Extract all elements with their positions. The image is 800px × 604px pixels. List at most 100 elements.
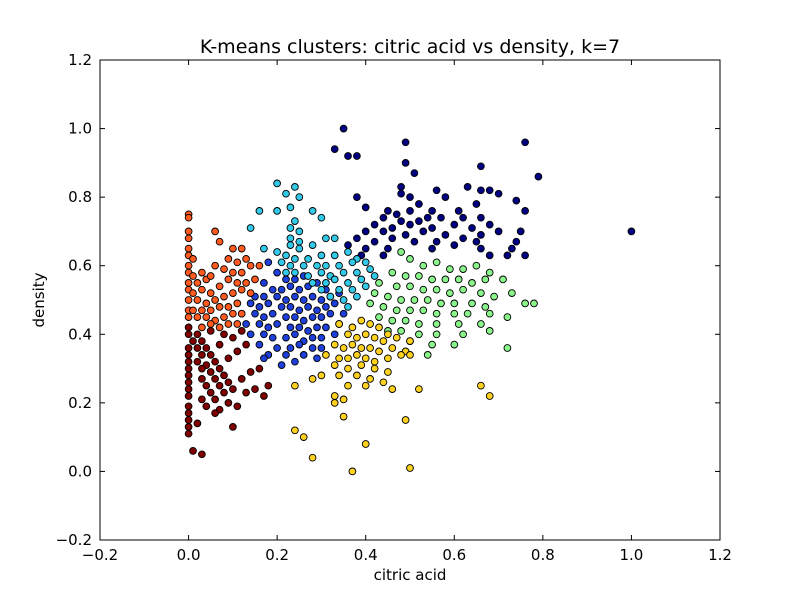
data-point (282, 189, 290, 198)
data-point (233, 258, 242, 267)
data-point (184, 392, 193, 400)
y-axis-label: density (30, 272, 48, 327)
data-point (370, 289, 379, 297)
data-point (428, 224, 436, 232)
data-point (353, 234, 361, 243)
data-point (237, 375, 246, 383)
data-point (454, 275, 463, 284)
data-point (260, 354, 268, 363)
data-point (295, 340, 304, 349)
data-point (189, 289, 197, 297)
data-point (348, 285, 357, 294)
data-point (198, 450, 206, 459)
data-point (392, 333, 401, 342)
data-point (415, 217, 423, 225)
data-point (313, 323, 321, 332)
data-point (215, 282, 224, 291)
data-point (503, 251, 512, 260)
data-point (388, 316, 397, 325)
data-point (206, 272, 215, 280)
data-point (277, 258, 286, 267)
data-point (255, 364, 264, 373)
data-point (229, 289, 237, 297)
data-point (237, 285, 246, 294)
data-point (299, 316, 308, 325)
data-point (335, 354, 343, 363)
data-point (317, 371, 326, 380)
data-point (317, 268, 326, 277)
data-point (477, 162, 485, 171)
data-point (530, 299, 538, 308)
data-point (353, 152, 361, 160)
data-point (384, 292, 392, 301)
data-point (206, 289, 215, 297)
data-point (477, 381, 485, 390)
y-tick-label: −0.2 (56, 531, 92, 549)
data-point (335, 371, 343, 380)
data-point (229, 268, 237, 277)
data-point (295, 306, 304, 315)
data-point (317, 213, 326, 222)
data-point (211, 409, 219, 417)
data-point (370, 272, 379, 280)
data-point (299, 433, 308, 441)
data-point (481, 303, 490, 311)
data-point (229, 423, 237, 431)
data-point (397, 351, 405, 359)
data-point (375, 323, 383, 332)
data-point (233, 299, 242, 308)
data-point (485, 309, 494, 318)
data-point (220, 265, 228, 273)
data-point (459, 330, 467, 339)
data-point (481, 275, 490, 284)
data-point (459, 265, 467, 273)
data-point (432, 186, 441, 195)
x-tick-label: −0.2 (82, 546, 118, 564)
data-point (494, 227, 503, 236)
ticks-layer: −0.2 0.0 0.2 0.4 0.6 0.8 1.0 1.2 −0.2 0.0 0.2 0.4 0.… (56, 51, 732, 564)
data-point (273, 248, 281, 256)
data-point (361, 282, 370, 291)
data-point (317, 344, 326, 352)
data-point (384, 354, 392, 363)
data-point (242, 340, 250, 349)
data-point (273, 207, 281, 215)
data-point (490, 292, 498, 301)
data-point (220, 371, 228, 380)
data-point (344, 152, 352, 160)
data-point (322, 261, 330, 270)
data-point (242, 388, 250, 397)
data-point (184, 234, 193, 243)
data-point (211, 227, 219, 236)
x-tick-label: 0.8 (531, 546, 555, 564)
data-point (198, 375, 206, 383)
data-point (233, 347, 242, 356)
data-point (313, 306, 321, 315)
data-point (295, 323, 304, 332)
data-point (406, 193, 414, 201)
points-layer (184, 124, 636, 476)
data-point (295, 227, 304, 236)
data-point (224, 320, 233, 328)
data-point (366, 299, 374, 308)
data-point (477, 320, 485, 328)
data-point (242, 255, 250, 263)
data-point (313, 354, 321, 363)
data-point (229, 333, 237, 342)
data-point (499, 275, 507, 284)
data-point (472, 237, 481, 246)
data-point (353, 268, 361, 277)
data-point (344, 248, 352, 256)
data-point (472, 200, 481, 208)
data-point (255, 340, 264, 349)
data-point (344, 381, 352, 390)
data-point (202, 381, 211, 390)
y-tick-label: 0.0 (68, 462, 92, 480)
data-point (264, 299, 273, 308)
data-point (233, 320, 242, 328)
x-tick-label: 0.6 (442, 546, 466, 564)
data-point (361, 227, 370, 236)
y-tick-label: 0.8 (68, 188, 92, 206)
data-point (375, 279, 383, 287)
data-point (339, 395, 348, 404)
